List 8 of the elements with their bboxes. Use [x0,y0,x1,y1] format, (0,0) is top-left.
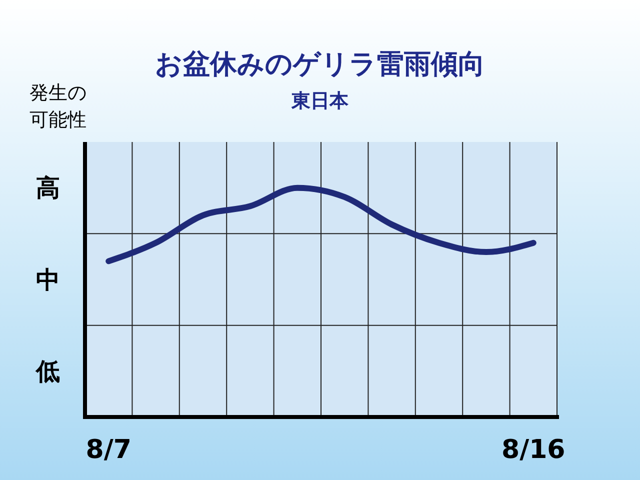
y-axis-title: 発生の可能性 [30,82,86,131]
text: 中 [36,266,60,294]
x-tick-label: 8/7 [86,435,132,465]
text: 低 [35,358,60,386]
chart-subtitle: 東日本 [290,90,350,112]
x-tick-label: 8/16 [502,435,566,465]
text: 高 [36,174,60,202]
chart-title: お盆休みのゲリラ雷雨傾向 [155,49,485,80]
